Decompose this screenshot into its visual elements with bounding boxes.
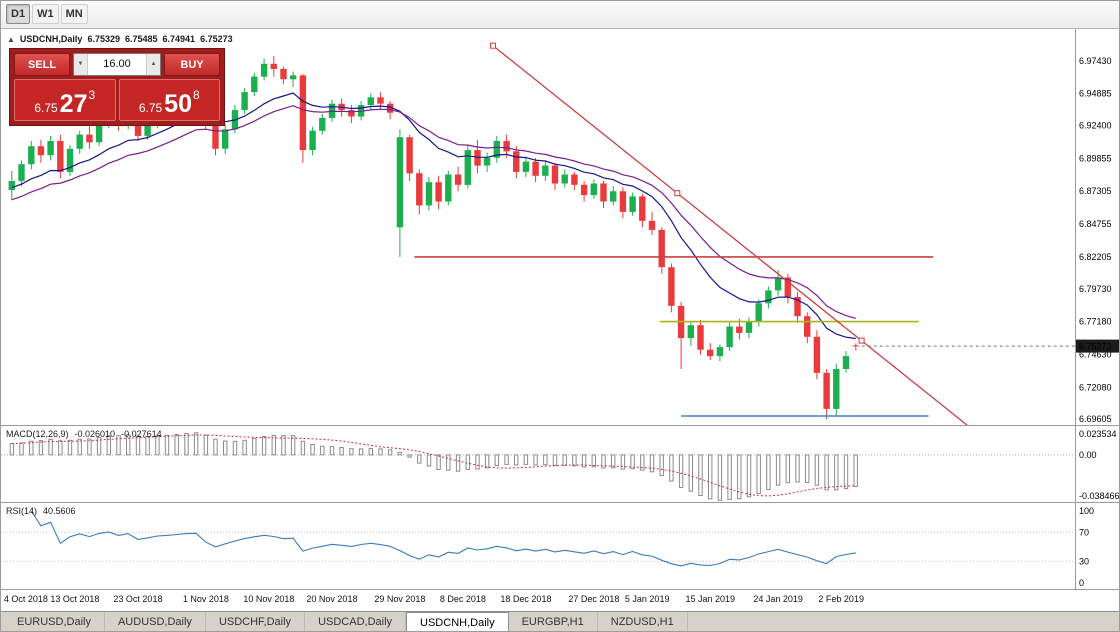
svg-text:6.75273: 6.75273 [1079,342,1112,352]
timeframe-d1-button[interactable]: D1 [6,4,31,24]
macd-panel-canvas[interactable]: 0.023534 0.00 -0.038466 [1,426,1120,502]
macd-name: MACD(12,26,9) [6,429,69,439]
svg-text:6.97430: 6.97430 [1079,56,1112,66]
date-label: 18 Dec 2018 [500,594,552,604]
macd-axis[interactable]: 0.023534 0.00 -0.038466 [1079,429,1120,501]
date-label: 10 Nov 2018 [243,594,295,604]
ohlc-low: 6.74941 [162,34,196,44]
ohlc-close: 6.75273 [200,34,233,44]
svg-text:6.87305: 6.87305 [1079,186,1112,196]
rsi-name: RSI(14) [6,506,38,516]
svg-text:-0.038466: -0.038466 [1079,491,1120,501]
trendline-handle [858,337,865,344]
macd-main-value: -0.026010 [74,429,116,439]
current-price-badge [1076,339,1119,353]
date-label: 20 Nov 2018 [306,594,358,604]
sell-button[interactable]: SELL [14,53,70,76]
date-label: 15 Jan 2019 [685,594,736,604]
date-label: 27 Dec 2018 [568,594,620,604]
sell-price-point: 3 [88,88,96,102]
svg-text:30: 30 [1079,556,1089,566]
chart-symbol-period: USDCNH,Daily [19,34,83,44]
date-axis[interactable]: 4 Oct 2018 13 Oct 2018 23 Oct 2018 1 Nov 20… [1,590,1119,611]
tab-usdcnh-daily[interactable]: USDCNH,Daily [406,612,509,631]
svg-text:6.77180: 6.77180 [1079,317,1112,327]
price-chart-canvas[interactable]: 6.97430 6.94885 6.92400 6.89855 6.87305 6.847… [1,29,1120,425]
trendline-handle [674,190,681,197]
tab-eurgbp-h1[interactable]: EURGBP,H1 [509,612,598,631]
ma-fast-line [11,92,856,340]
timeframe-mn-button[interactable]: MN [60,4,88,24]
date-label: 1 Nov 2018 [182,594,229,604]
macd-signal-value: -0.027614 [121,429,162,439]
macd-signal-line [11,434,856,497]
svg-text:6.89855: 6.89855 [1079,153,1112,163]
tab-eurusd-daily[interactable]: EURUSD,Daily [4,612,105,631]
volume-control: ▼ 16.00 ▲ [73,53,161,76]
date-label: 5 Jan 2019 [624,594,670,604]
rsi-panel-canvas[interactable]: 100 70 30 0 [1,503,1120,589]
rsi-axis[interactable]: 100 70 30 0 [1079,506,1094,588]
panel-separator [1,589,1119,590]
tab-usdchf-daily[interactable]: USDCHF,Daily [206,612,306,631]
svg-text:100: 100 [1079,506,1094,516]
one-click-toggle-icon[interactable]: ▲ [7,34,15,44]
trendline-handle [490,42,496,49]
macd-label: MACD(12,26,9) -0.026010 -0.027614 [6,429,162,439]
svg-text:0.023534: 0.023534 [1079,429,1117,439]
rsi-label: RSI(14) 40.5606 [6,506,76,516]
tab-usdcad-daily[interactable]: USDCAD,Daily [305,612,407,631]
svg-text:6.74630: 6.74630 [1079,349,1112,359]
date-label: 24 Jan 2019 [753,594,803,604]
buy-price-pips: 50 [164,89,192,118]
tab-nzdusd-h1[interactable]: NZDUSD,H1 [598,612,688,631]
svg-text:6.69605: 6.69605 [1079,414,1112,424]
svg-text:0: 0 [1079,578,1084,588]
volume-input[interactable]: 16.00 [103,58,131,70]
ohlc-high: 6.75485 [124,34,158,44]
date-label: 29 Nov 2018 [374,594,426,604]
trendline [492,45,968,425]
svg-text:6.84755: 6.84755 [1079,219,1112,229]
one-click-trading-panel: SELL ▼ 16.00 ▲ BUY 6.75 27 3 6.75 50 8 [9,48,225,126]
timeframe-toolbar: D1 W1 MN [6,4,88,24]
timeframe-w1-button[interactable]: W1 [32,4,59,24]
svg-text:6.82205: 6.82205 [1079,252,1112,262]
rsi-value: 40.5606 [43,506,76,516]
date-label: 23 Oct 2018 [113,594,163,604]
buy-price-prefix: 6.75 [138,100,163,115]
date-label: 8 Dec 2018 [439,594,486,604]
price-axis-separator [1075,29,1076,590]
sell-price-pips: 27 [59,89,88,118]
buy-button[interactable]: BUY [164,53,220,76]
chart-title: ▲ USDCNH,Daily 6.75329 6.75485 6.74941 6… [7,34,233,44]
sell-price-display: 6.75 27 3 [14,79,116,121]
chart-tab-bar: EURUSD,Daily AUDUSD,Daily USDCHF,Daily USDC… [1,611,1119,631]
panel-separator[interactable] [1,425,1119,426]
sell-price-prefix: 6.75 [34,100,58,115]
svg-text:6.92400: 6.92400 [1079,121,1112,131]
buy-price-display: 6.75 50 8 [118,79,220,121]
rsi-line [30,510,856,567]
tab-audusd-daily[interactable]: AUDUSD,Daily [105,612,206,631]
volume-decrement-icon[interactable]: ▼ [74,54,88,75]
toolbar: D1 W1 MN [1,1,1119,29]
macd-histogram [9,432,858,501]
ma-slow-line [11,105,856,319]
date-label: 2 Feb 2019 [818,594,864,604]
date-label: 13 Oct 2018 [50,594,100,604]
buy-price-point: 8 [192,88,200,102]
panel-separator[interactable] [1,502,1119,503]
svg-text:6.72080: 6.72080 [1079,382,1112,392]
svg-text:6.94885: 6.94885 [1079,89,1112,99]
volume-increment-icon[interactable]: ▲ [146,54,160,75]
svg-text:0.00: 0.00 [1079,450,1097,460]
ohlc-open: 6.75329 [87,34,120,44]
price-axis[interactable]: 6.97430 6.94885 6.92400 6.89855 6.87305 6.847… [1076,56,1120,424]
svg-text:70: 70 [1079,528,1089,538]
svg-text:6.79730: 6.79730 [1079,284,1112,294]
date-label: 4 Oct 2018 [3,594,48,604]
